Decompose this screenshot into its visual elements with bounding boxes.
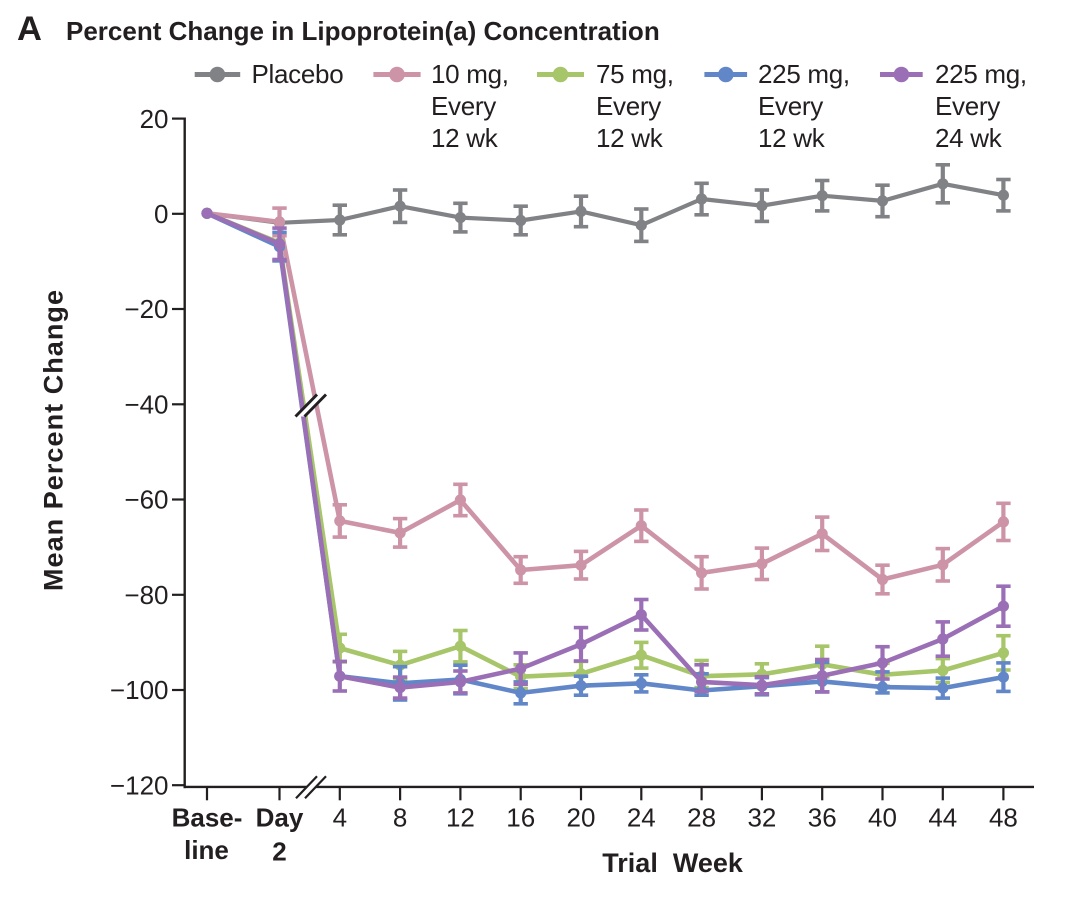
svg-text:2: 2: [272, 836, 286, 866]
svg-text:32: 32: [747, 803, 776, 833]
svg-text:A: A: [17, 10, 42, 48]
svg-text:75 mg,: 75 mg,: [596, 59, 674, 89]
svg-text:Base-: Base-: [172, 803, 243, 833]
svg-text:−60: −60: [124, 485, 168, 515]
svg-text:−120: −120: [110, 770, 169, 800]
svg-text:Trial Week: Trial Week: [602, 848, 744, 878]
svg-text:−80: −80: [124, 580, 168, 610]
svg-text:line: line: [184, 835, 229, 865]
svg-text:−20: −20: [124, 294, 168, 324]
svg-text:Every: Every: [935, 91, 1000, 121]
svg-text:Placebo: Placebo: [252, 59, 344, 89]
svg-text:−40: −40: [124, 390, 168, 420]
svg-text:−100: −100: [110, 675, 169, 705]
svg-text:Mean Percent Change: Mean Percent Change: [39, 289, 69, 591]
svg-text:225 mg,: 225 mg,: [758, 59, 850, 89]
svg-text:40: 40: [868, 803, 897, 833]
svg-text:48: 48: [989, 803, 1018, 833]
svg-text:44: 44: [928, 803, 957, 833]
svg-text:Every: Every: [431, 91, 496, 121]
svg-text:225 mg,: 225 mg,: [935, 59, 1027, 89]
svg-text:20: 20: [140, 104, 169, 134]
svg-text:12 wk: 12 wk: [758, 123, 826, 153]
svg-text:Every: Every: [758, 91, 823, 121]
svg-text:Every: Every: [596, 91, 661, 121]
svg-text:36: 36: [808, 803, 837, 833]
svg-text:8: 8: [393, 803, 407, 833]
svg-text:Percent Change in Lipoprotein(: Percent Change in Lipoprotein(a) Concent…: [66, 16, 660, 46]
svg-text:24: 24: [627, 803, 656, 833]
svg-text:20: 20: [567, 803, 596, 833]
svg-text:28: 28: [687, 803, 716, 833]
svg-text:16: 16: [506, 803, 535, 833]
svg-text:4: 4: [333, 803, 347, 833]
svg-text:12: 12: [446, 803, 475, 833]
svg-text:12 wk: 12 wk: [596, 123, 664, 153]
svg-text:Day: Day: [256, 803, 304, 833]
svg-text:10 mg,: 10 mg,: [431, 59, 509, 89]
svg-text:12 wk: 12 wk: [431, 123, 499, 153]
svg-text:0: 0: [154, 199, 168, 229]
svg-text:24 wk: 24 wk: [935, 123, 1003, 153]
